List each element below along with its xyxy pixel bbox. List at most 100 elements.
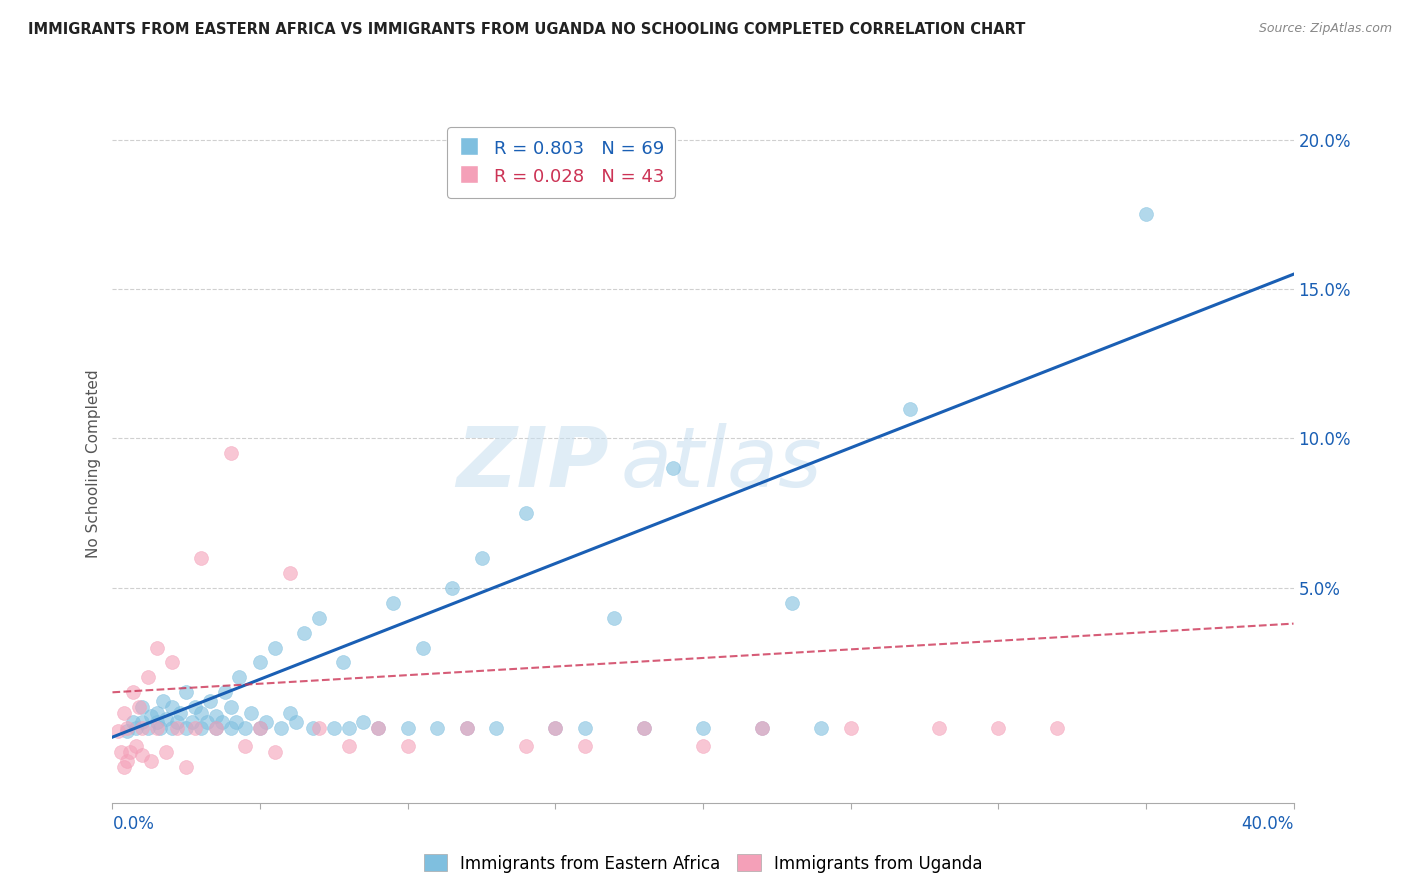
Point [633,721,655,735]
Point [128,700,150,714]
Point [166,721,188,735]
Point [337,721,360,735]
Point [152,694,174,708]
Point [198,694,221,708]
Point [211,715,233,730]
Point [146,715,169,730]
Point [254,715,277,730]
Point [249,721,271,735]
Point [174,685,197,699]
Point [1135,207,1157,221]
Point [544,721,567,735]
Point [122,685,145,699]
Point [125,721,148,735]
Point [190,721,212,735]
Point [166,715,188,730]
Point [780,596,803,610]
Point [225,715,247,730]
Point [122,715,145,730]
Point [633,721,655,735]
Point [898,401,921,416]
Point [160,700,183,714]
Point [456,721,478,735]
Point [117,754,138,768]
Point [1046,721,1069,735]
Text: 40.0%: 40.0% [1241,814,1294,833]
Point [367,721,389,735]
Point [219,446,242,460]
Text: ZIP: ZIP [456,424,609,504]
Point [146,706,169,721]
Point [112,706,135,721]
Point [110,745,132,759]
Point [396,721,419,735]
Point [839,721,862,735]
Point [456,721,478,735]
Point [160,721,183,735]
Point [270,721,292,735]
Point [184,721,207,735]
Point [470,550,494,565]
Point [155,745,177,759]
Point [190,706,212,721]
Point [751,721,773,735]
Point [214,685,236,699]
Point [692,739,714,753]
Point [174,721,197,735]
Point [308,610,330,624]
Point [125,739,148,753]
Point [136,670,159,684]
Point [117,724,138,739]
Point [139,709,162,723]
Point [155,712,177,726]
Point [117,721,138,735]
Point [810,721,832,735]
Legend: R = 0.803   N = 69, R = 0.028   N = 43: R = 0.803 N = 69, R = 0.028 N = 43 [447,128,675,198]
Point [120,745,142,759]
Point [107,724,129,739]
Point [139,754,162,768]
Point [169,706,191,721]
Point [441,581,464,595]
Point [411,640,433,655]
Point [146,640,169,655]
Point [751,721,773,735]
Point [352,715,374,730]
Point [302,721,325,735]
Point [662,461,685,475]
Point [228,670,250,684]
Point [190,550,212,565]
Point [284,715,307,730]
Point [112,760,135,774]
Legend: Immigrants from Eastern Africa, Immigrants from Uganda: Immigrants from Eastern Africa, Immigran… [418,847,988,880]
Point [205,721,228,735]
Point [928,721,950,735]
Point [131,715,153,730]
Point [367,721,389,735]
Point [195,715,218,730]
Text: IMMIGRANTS FROM EASTERN AFRICA VS IMMIGRANTS FROM UGANDA NO SCHOOLING COMPLETED : IMMIGRANTS FROM EASTERN AFRICA VS IMMIGR… [28,22,1025,37]
Point [382,596,405,610]
Point [219,721,242,735]
Text: atlas: atlas [620,424,823,504]
Point [278,566,301,580]
Point [987,721,1010,735]
Point [264,745,287,759]
Point [426,721,449,735]
Point [160,656,183,670]
Text: 0.0%: 0.0% [112,814,155,833]
Text: Source: ZipAtlas.com: Source: ZipAtlas.com [1258,22,1392,36]
Point [184,700,207,714]
Point [149,721,172,735]
Point [249,656,271,670]
Point [574,721,596,735]
Point [692,721,714,735]
Point [240,706,263,721]
Point [233,721,256,735]
Point [603,610,626,624]
Point [332,656,354,670]
Point [278,706,301,721]
Point [292,625,315,640]
Point [485,721,508,735]
Point [136,721,159,735]
